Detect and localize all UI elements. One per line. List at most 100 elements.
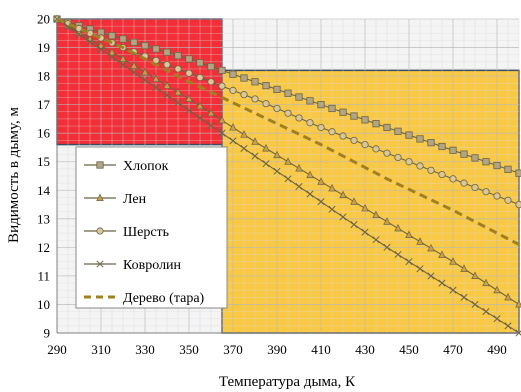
data-point-Хлопок: [174, 52, 182, 60]
y-tick-label: 15: [37, 154, 50, 169]
x-tick-label: 290: [47, 342, 67, 357]
data-point-Ковролин: [185, 106, 193, 114]
data-point-Шерсть: [427, 166, 435, 174]
y-tick-label: 20: [37, 12, 50, 27]
data-point-Хлопок: [328, 104, 336, 113]
legend-label-Ковролин: Ковролин: [123, 258, 182, 273]
data-point-Хлопок: [218, 66, 226, 74]
data-point-Хлопок: [207, 62, 215, 71]
legend-marker-Хлопок: [96, 161, 104, 169]
data-point-Лен: [108, 47, 116, 56]
data-point-Шерсть: [207, 78, 215, 86]
data-point-Лен: [383, 217, 391, 225]
data-point-Ковролин: [383, 243, 391, 251]
x-tick-label: 350: [179, 342, 199, 357]
data-point-Лен: [317, 177, 325, 185]
legend-marker-Ковролин: [96, 260, 104, 268]
data-point-Лен: [394, 223, 402, 232]
data-point-Ковролин: [482, 308, 490, 316]
data-point-Шерсть: [317, 123, 325, 132]
red-zone: [56, 18, 223, 146]
data-point-Хлопок: [460, 150, 468, 158]
legend-box: [75, 146, 228, 309]
data-point-Лен: [482, 278, 490, 287]
data-point-Лен: [196, 101, 204, 110]
data-point-Хлопок: [119, 35, 127, 43]
data-point-Ковролин: [328, 205, 336, 213]
y-tick-label: 10: [37, 297, 50, 312]
data-point-Шерсть: [328, 128, 336, 136]
data-point-Ковролин: [339, 213, 347, 221]
data-point-Шерсть: [482, 188, 490, 196]
data-point-Шерсть: [361, 141, 369, 149]
data-point-Шерсть: [350, 136, 358, 144]
data-point-Ковролин: [394, 250, 402, 259]
data-point-Шерсть: [438, 170, 446, 179]
x-tick-label: 410: [311, 342, 331, 357]
data-point-Хлопок: [405, 131, 413, 139]
data-point-Лен: [119, 54, 127, 63]
data-point-Шерсть: [306, 119, 314, 127]
data-point-Ковролин: [405, 258, 413, 266]
data-point-Хлопок: [394, 127, 402, 135]
x-tick-label: 390: [267, 342, 287, 357]
data-point-Лен: [273, 150, 281, 159]
data-point-Хлопок: [372, 120, 380, 128]
data-point-Ковролин: [306, 190, 314, 198]
y-tick-label: 17: [37, 97, 51, 112]
series-line-Дерево-(тара): [56, 17, 520, 246]
data-point-Хлопок: [130, 38, 138, 46]
data-point-Ковролин: [229, 137, 237, 145]
data-point-Лен: [350, 197, 358, 205]
data-point-Хлопок: [163, 48, 171, 56]
data-point-Ковролин: [504, 322, 512, 330]
data-point-Лен: [306, 170, 314, 179]
data-point-Ковролин: [284, 175, 292, 183]
data-point-Лен: [416, 237, 424, 245]
data-point-Лен: [251, 137, 259, 145]
data-point-Лен: [163, 81, 171, 89]
data-point-Хлопок: [251, 78, 259, 86]
data-point-Шерсть: [416, 162, 424, 170]
data-point-Лен: [504, 292, 512, 301]
data-point-Шерсть: [163, 61, 171, 69]
data-point-Хлопок: [515, 169, 521, 177]
data-point-Шерсть: [229, 86, 237, 94]
data-point-Лен: [218, 115, 226, 124]
data-point-Лен: [240, 130, 248, 138]
legend-marker-Шерсть: [96, 227, 104, 235]
data-point-Хлопок: [295, 93, 303, 101]
data-point-Лен: [97, 41, 105, 49]
data-point-Лен: [449, 257, 457, 265]
data-point-Ковролин: [317, 198, 325, 206]
data-point-Шерсть: [394, 153, 402, 162]
data-point-Ковролин: [207, 122, 215, 130]
data-point-Шерсть: [515, 200, 521, 209]
data-point-Ковролин: [141, 76, 149, 84]
data-point-Ковролин: [427, 272, 435, 280]
data-point-Ковролин: [251, 152, 259, 160]
data-point-Хлопок: [416, 135, 424, 143]
data-point-Хлопок: [361, 116, 369, 124]
data-point-Ковролин: [119, 61, 127, 69]
data-point-Лен: [141, 67, 149, 76]
data-point-Шерсть: [405, 158, 413, 166]
data-point-Хлопок: [262, 82, 270, 90]
data-point-Хлопок: [306, 97, 314, 105]
data-point-Хлопок: [317, 101, 325, 109]
x-tick-label: 370: [223, 342, 243, 357]
x-tick-label: 450: [399, 342, 419, 357]
data-point-Хлопок: [229, 70, 237, 78]
data-point-Ковролин: [361, 228, 369, 236]
y-tick-label: 11: [37, 268, 50, 283]
data-point-Лен: [262, 143, 270, 152]
data-point-Ковролин: [86, 38, 94, 46]
data-point-Ковролин: [416, 265, 424, 273]
data-point-Шерсть: [471, 183, 479, 192]
data-point-Хлопок: [185, 55, 193, 63]
y-tick-label: 16: [37, 126, 51, 141]
data-point-Ковролин: [471, 300, 479, 309]
data-point-Лен: [295, 163, 303, 172]
data-point-Шерсть: [251, 95, 259, 103]
